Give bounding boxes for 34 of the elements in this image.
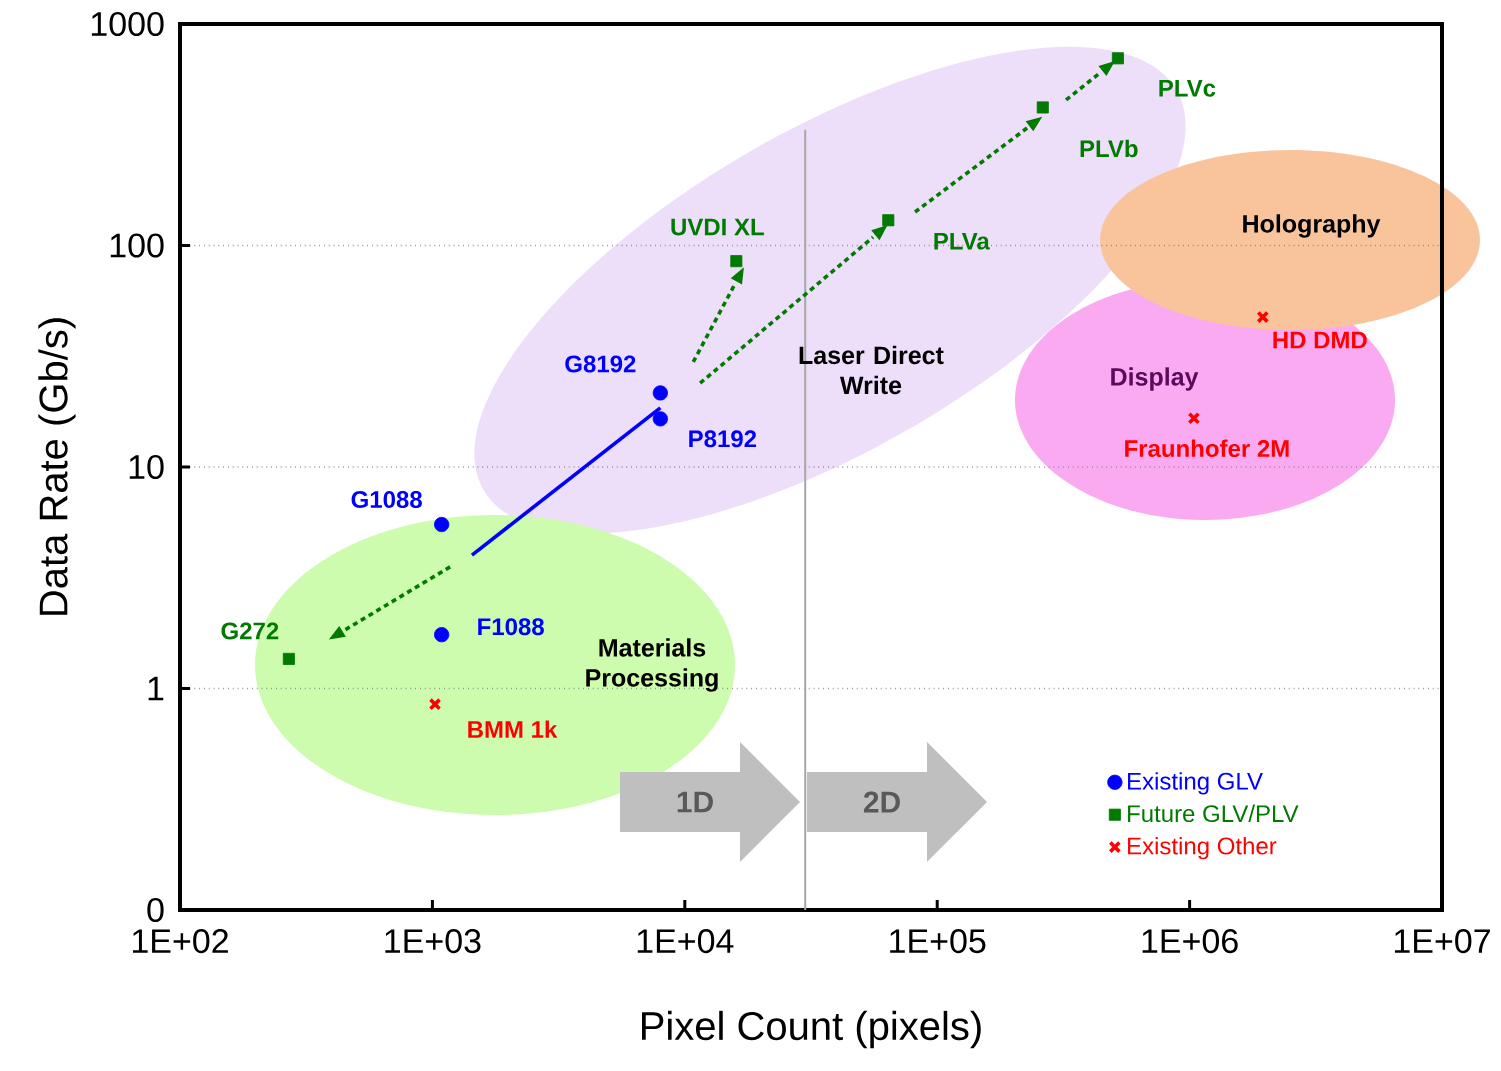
data-label: UVDI XL	[671, 218, 764, 236]
data-label: BMM 1k	[468, 720, 558, 738]
data-label: G8192	[565, 355, 636, 373]
x-axis-title: Pixel Count (pixels)	[642, 1010, 981, 1049]
legend-label: Existing GLV	[1128, 772, 1263, 795]
data-label: G1088	[351, 491, 422, 508]
annotation: 1D	[677, 791, 713, 813]
y-tick-label: 100	[110, 233, 164, 258]
data-label: P8192	[689, 430, 757, 448]
y-tick-label: 0	[147, 897, 164, 923]
x-tick-label: 1E+03	[385, 929, 481, 954]
y-tick-label: 1000	[91, 11, 164, 37]
y-tick-label: 1	[148, 676, 164, 701]
x-tick-label: 1E+06	[1142, 929, 1238, 954]
legend-label: Existing Other	[1128, 836, 1277, 860]
legend-label: Future GLV/PLV	[1128, 804, 1299, 823]
data-label: PLVb	[1080, 139, 1138, 158]
y-axis-title: Data Rate (Gb/s)	[38, 318, 76, 615]
data-label: Fraunhofer 2M	[1125, 439, 1289, 458]
annotation: 2D	[863, 791, 900, 813]
data-label: F1088	[478, 618, 544, 636]
data-label: PLVc	[1159, 79, 1216, 97]
annotation: Holography	[1243, 214, 1381, 238]
data-label: HD DMD	[1273, 331, 1367, 349]
annotation: Materials Processing	[586, 638, 718, 692]
x-tick-label: 1E+02	[132, 929, 228, 954]
annotation: Display	[1111, 367, 1199, 391]
data-label: PLVa	[934, 232, 990, 250]
annotation: Laser Direct Write	[799, 345, 944, 395]
x-tick-label: 1E+04	[637, 929, 734, 954]
x-tick-label: 1E+05	[890, 929, 986, 954]
y-tick-label: 10	[129, 454, 164, 480]
x-tick-label: 1E+07	[1394, 929, 1490, 954]
data-label: G272	[221, 622, 279, 640]
